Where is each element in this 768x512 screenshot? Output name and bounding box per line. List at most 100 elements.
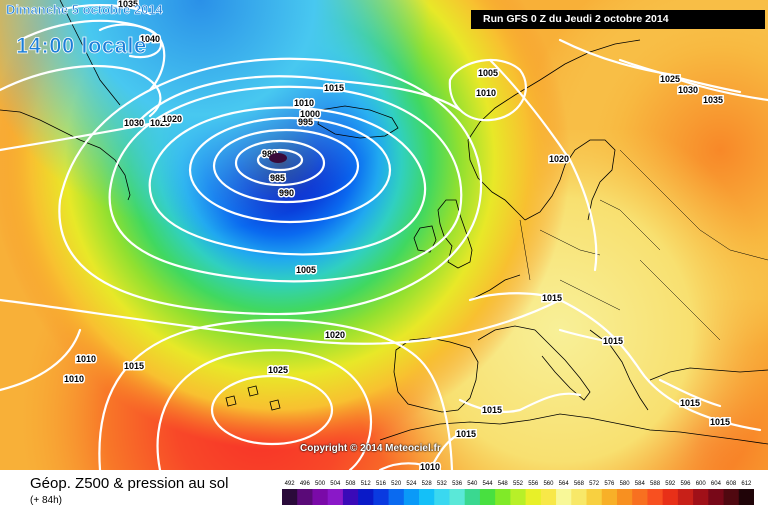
isobar-label: 1010 xyxy=(76,354,96,364)
scale-tick-label: 588 xyxy=(650,481,661,487)
scale-swatch xyxy=(708,489,725,505)
isobar-1015-africa xyxy=(428,428,472,470)
scale-tick-label: 584 xyxy=(635,481,646,487)
isobar-980 xyxy=(256,148,304,172)
isobar-990 xyxy=(212,128,360,204)
scale-swatch xyxy=(525,489,542,505)
run-banner: Run GFS 0 Z du Jeudi 2 octobre 2014 xyxy=(471,10,765,29)
isobar-label: 1005 xyxy=(478,68,498,78)
isobar-1035-east xyxy=(678,78,768,102)
isobar-1020-azores xyxy=(156,349,373,470)
scale-tick-label: 536 xyxy=(452,481,463,487)
forecast-date: Dimanche 5 octobre 2014 xyxy=(6,2,163,18)
scale-swatch xyxy=(419,489,435,505)
scale-swatch xyxy=(312,489,329,505)
isobar-value-labels: 1035 1040 1030 1025 1020 1015 1010 1005 … xyxy=(63,0,732,470)
scale-swatch xyxy=(282,489,298,505)
product-title: Géop. Z500 & pression au sol xyxy=(30,475,229,492)
isobar-1040 xyxy=(98,23,163,59)
isobar-985 xyxy=(234,139,326,187)
scale-tick-label: 504 xyxy=(330,481,341,487)
isobar-1020-scandinavia xyxy=(488,58,598,272)
isobar-label: 1010 xyxy=(476,88,496,98)
british-isles-coast xyxy=(413,199,473,269)
isobar-label: 1035 xyxy=(703,95,723,105)
scale-tick-label: 524 xyxy=(406,481,417,487)
scale-tick-label: 520 xyxy=(391,481,402,487)
isobar-label: 1010 xyxy=(64,374,84,384)
isobar-1025-greenland xyxy=(0,64,162,118)
isobar-label: 1015 xyxy=(324,83,344,93)
isobar-1015-italy xyxy=(558,328,622,346)
isobar-label: 1015 xyxy=(456,429,476,439)
scale-swatch xyxy=(540,489,557,505)
scale-swatch xyxy=(495,489,511,505)
scale-tick-label: 592 xyxy=(665,481,676,487)
isobar-1030-east xyxy=(618,58,742,94)
scale-swatch xyxy=(632,489,648,505)
isobar-1010 xyxy=(58,57,483,316)
scale-tick-label: 612 xyxy=(741,481,752,487)
scale-swatch xyxy=(479,489,496,505)
isobar-label: 1005 xyxy=(296,265,316,275)
scale-swatch xyxy=(571,489,588,505)
scale-swatch xyxy=(647,489,664,505)
scale-tick-label: 492 xyxy=(285,481,296,487)
scale-swatch xyxy=(662,489,679,505)
scale-tick-label: 528 xyxy=(422,481,433,487)
isobar-label: 1035 xyxy=(118,0,138,9)
scale-swatch xyxy=(464,489,481,505)
scale-swatch xyxy=(738,489,754,505)
isobar-1015-europe xyxy=(468,292,762,432)
scale-swatch xyxy=(342,489,359,505)
isobar-1010-africa xyxy=(378,462,442,470)
isobar-label: 1015 xyxy=(603,336,623,346)
forecast-time: 14:00 locale xyxy=(16,33,147,59)
scale-tick-label: 512 xyxy=(361,481,372,487)
scale-swatch xyxy=(723,489,740,505)
scale-swatch xyxy=(677,489,694,505)
coastlines xyxy=(0,0,768,445)
isobar-1015-med xyxy=(458,392,582,414)
scale-swatch xyxy=(449,489,466,505)
isobar-label: 1015 xyxy=(542,293,562,303)
weather-map: 1035 1040 1030 1025 1020 1015 1010 1005 … xyxy=(0,0,768,470)
scale-tick-label: 604 xyxy=(711,481,722,487)
scale-swatch xyxy=(510,489,527,505)
isobar-1025-azores xyxy=(210,374,334,446)
scale-tick-label: 532 xyxy=(437,481,448,487)
scale-tick-label: 580 xyxy=(620,481,631,487)
isobar-label: 995 xyxy=(298,117,313,127)
color-scale: 492 496 500 504 508 512 516 520 524 528 532 536 540 5… xyxy=(282,481,754,505)
france-italy-coast xyxy=(469,274,591,401)
isobar-label: 1025 xyxy=(268,365,288,375)
bottom-bar: Géop. Z500 & pression au sol (+ 84h) 492… xyxy=(0,470,768,512)
isobar-label: 1015 xyxy=(124,361,144,371)
scale-tick-label: 608 xyxy=(726,481,737,487)
scale-tick-label: 556 xyxy=(528,481,539,487)
scale-tick-label: 568 xyxy=(574,481,585,487)
isobar-1015-north xyxy=(138,75,462,122)
scale-swatch xyxy=(693,489,709,505)
scale-tick-label: 548 xyxy=(498,481,509,487)
scale-tick-label: 596 xyxy=(680,481,691,487)
scale-swatch xyxy=(373,489,390,505)
isobars xyxy=(0,3,768,470)
isobar-label: 1020 xyxy=(162,114,182,124)
isobar-label: 1015 xyxy=(680,398,700,408)
isobar-1015-azores xyxy=(98,318,454,470)
scale-tick-label: 516 xyxy=(376,481,387,487)
isobar-label: 1010 xyxy=(420,462,440,470)
scale-tick-label: 600 xyxy=(696,481,707,487)
isobar-1035 xyxy=(58,3,152,16)
isobar-label: 985 xyxy=(270,173,285,183)
lead-time: (+ 84h) xyxy=(30,495,62,506)
scale-swatch xyxy=(388,489,405,505)
isobar-label: 1020 xyxy=(549,154,569,164)
isobar-label: 1040 xyxy=(140,34,160,44)
scale-tick-label: 540 xyxy=(467,481,478,487)
scale-swatch xyxy=(403,489,420,505)
isobar-label: 990 xyxy=(279,188,294,198)
scale-swatch xyxy=(434,489,450,505)
balkans-coast xyxy=(589,329,768,411)
